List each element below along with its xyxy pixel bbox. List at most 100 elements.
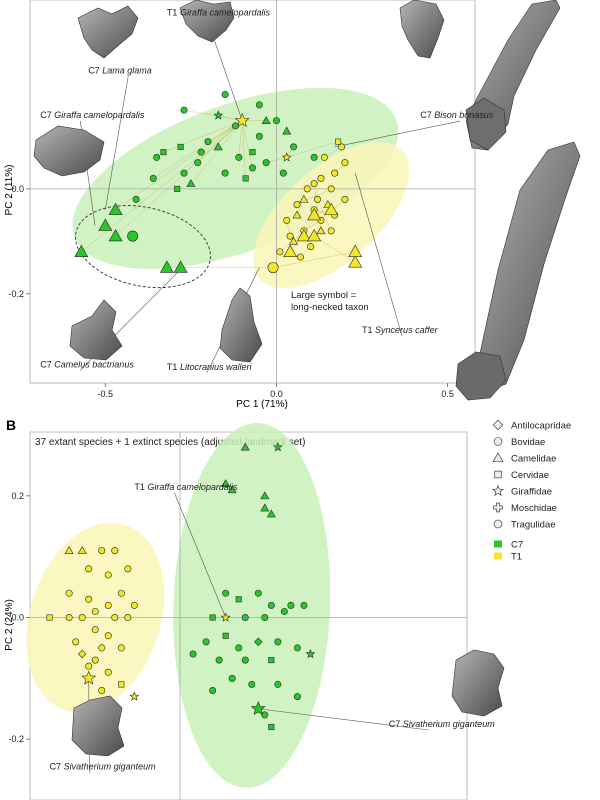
species-label-name: Camelus bactrianus <box>54 359 134 369</box>
long-neck-note-line-2: long-necked taxon <box>291 302 369 313</box>
data-point-t1-triangle <box>299 194 309 203</box>
data-point-c7-circle <box>262 159 270 167</box>
data-point-c7-triangle <box>98 218 113 231</box>
square-icon <box>494 470 502 479</box>
data-point-c7-circle <box>274 680 282 688</box>
data-point-t1-circle <box>65 589 73 597</box>
data-point-c7-circle <box>132 195 140 203</box>
data-point-t1-triangle <box>316 226 326 235</box>
data-point-t1-triangle <box>292 210 302 219</box>
x-tick-label: 0.0 <box>270 389 283 399</box>
species-label-0: T1 Giraffa camelopardalis <box>134 482 238 492</box>
y-tick-label: -0.2 <box>8 734 24 744</box>
panel-b-y-axis-label: PC 2 (24%) <box>4 599 15 651</box>
data-point-c7-circle <box>221 169 229 177</box>
species-label-3: C7 Bison bonasus <box>420 110 494 120</box>
species-label-prefix: T1 <box>167 362 180 372</box>
species-label-name: Litocranius walleri <box>180 362 253 372</box>
data-point-t1-circle <box>91 656 99 664</box>
diamond-icon <box>492 419 504 431</box>
species-label-prefix: T1 <box>134 482 147 492</box>
data-point-c7-square <box>235 596 242 603</box>
data-point-t1-circle <box>104 571 112 579</box>
vertebra-bison-spine-image <box>465 0 561 151</box>
panel-b-species-labels: T1 Giraffa camelopardalis C7 Sivatherium … <box>50 482 496 772</box>
vertebra-lama-glama-image <box>77 5 139 59</box>
data-point-t1-star <box>234 112 250 127</box>
data-point-c7-circle <box>255 101 263 109</box>
legend-color-swatch <box>494 540 502 548</box>
data-point-c7-square <box>242 175 249 182</box>
vertebra-bison-c7-image <box>399 0 445 59</box>
vertebra-litocranius-t1-image <box>219 287 263 363</box>
species-label-name: Lama glama <box>102 65 152 75</box>
phylomorphospace-branch <box>238 120 243 158</box>
data-point-t1-circle <box>104 632 112 640</box>
data-point-c7-square <box>177 143 184 150</box>
data-point-t1-triangle <box>307 208 322 221</box>
data-point-t1-circle <box>124 614 132 622</box>
data-point-c7-triangle <box>213 142 223 151</box>
data-point-c7-circle <box>215 656 223 664</box>
data-point-c7-square <box>222 632 229 639</box>
species-label-prefix: C7 <box>50 762 64 772</box>
panel-a-species-labels: C7 Lama glama T1 Giraffa camelopardalis C7… <box>40 8 494 372</box>
species-label-prefix: T1 <box>362 325 375 335</box>
y-tick-label: 0.2 <box>11 491 24 501</box>
data-point-t1-circle <box>337 143 345 151</box>
data-point-c7-circle <box>248 680 256 688</box>
panel-a-ticks: -0.5 0.0 0.5 0.0 -0.2 <box>8 184 453 399</box>
data-point-t1-triangle <box>296 228 311 242</box>
data-point-c7-star <box>250 700 266 716</box>
data-point-t1-circle <box>327 227 335 235</box>
data-point-t1-circle <box>104 601 112 609</box>
data-point-c7-circle <box>310 153 318 161</box>
species-label-prefix: C7 <box>40 110 54 120</box>
data-point-t1-square <box>118 681 125 688</box>
data-point-c7-triangle <box>240 442 250 451</box>
phylomorphospace-branch <box>313 235 356 263</box>
octagon-icon <box>493 519 503 529</box>
data-point-t1-circle <box>72 638 80 646</box>
data-point-c7-triangle <box>108 228 123 242</box>
species-label-name: Sivatherium giganteum <box>64 762 157 772</box>
data-point-c7-circle <box>293 693 301 701</box>
vertebra-sivatherium-t1-image <box>71 695 125 757</box>
species-label-prefix: C7 <box>40 359 54 369</box>
data-point-c7-circle <box>255 132 263 140</box>
data-point-t1-star <box>220 612 231 622</box>
phylomorphospace-branch <box>317 199 332 231</box>
panel-b-ellipses <box>26 422 331 788</box>
data-point-c7-circle <box>153 153 161 161</box>
data-point-c7-triangle <box>260 491 270 500</box>
phylomorphospace-branch <box>190 120 243 184</box>
data-point-c7-star <box>305 648 316 659</box>
long-necked-camelid-dashed-ellipse <box>75 205 211 289</box>
species-label-2: C7 Giraffa camelopardalis <box>40 110 145 120</box>
data-point-t1-circle <box>78 614 86 622</box>
data-point-t1-circle <box>85 662 93 670</box>
data-point-t1-circle <box>310 180 318 188</box>
data-point-c7-triangle <box>261 116 271 124</box>
species-label-name: Giraffa camelopardalis <box>180 8 271 18</box>
data-point-c7-circle <box>189 650 197 658</box>
data-point-t1-circle <box>85 595 93 603</box>
data-point-c7-circle <box>254 589 262 597</box>
species-label-5: T1 Litocranius walleri <box>167 362 253 372</box>
vertebra-giraffa-c7-image <box>33 125 105 177</box>
data-point-c7-circle <box>228 674 236 682</box>
phylomorphospace-branch <box>286 141 339 158</box>
data-point-c7-circle <box>261 711 269 719</box>
phylomorphospace-branch <box>163 120 243 153</box>
data-point-t1-triangle <box>324 202 339 216</box>
data-point-t1-circle <box>327 185 335 193</box>
data-point-t1-circle <box>111 547 119 555</box>
panel-a-zero-lines <box>30 0 475 383</box>
panel-a-y-axis-label: PC 2 (11%) <box>4 165 15 216</box>
legend-family-label: Giraffidae <box>511 487 552 498</box>
data-point-c7-triangle <box>266 509 276 518</box>
data-point-t1-circle <box>98 687 106 695</box>
data-point-t1-circle <box>317 174 325 182</box>
circle-icon <box>493 437 503 446</box>
